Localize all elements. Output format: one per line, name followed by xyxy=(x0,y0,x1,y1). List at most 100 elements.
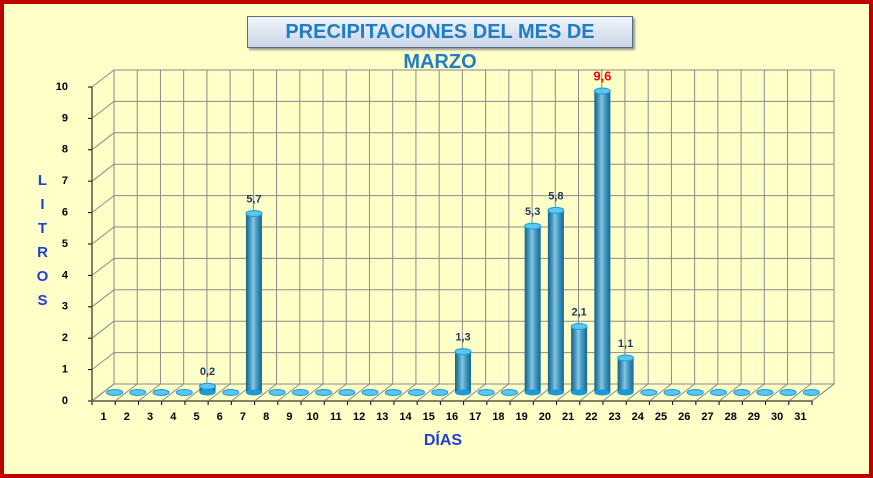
x-tick-label: 25 xyxy=(655,411,667,423)
grid-line xyxy=(91,195,115,213)
bar-top xyxy=(779,389,797,396)
bar-base xyxy=(245,389,262,396)
x-tick-label: 30 xyxy=(771,411,783,423)
x-tick-label: 31 xyxy=(794,411,806,423)
x-tick-label: 24 xyxy=(632,411,645,423)
bar xyxy=(500,389,518,396)
data-label: 0,2 xyxy=(200,366,215,378)
grid-line xyxy=(91,132,115,151)
grid-line xyxy=(91,69,115,88)
bar xyxy=(547,206,565,396)
y-tick-label: 5 xyxy=(62,238,68,250)
grid-line xyxy=(91,289,115,308)
floor-grid xyxy=(463,383,486,402)
bar-top xyxy=(384,389,402,396)
bar xyxy=(477,389,495,396)
bar-top xyxy=(477,389,495,396)
data-label: 9,6 xyxy=(593,68,611,83)
bar xyxy=(593,87,611,396)
x-tick-label: 4 xyxy=(170,411,177,423)
bar xyxy=(686,389,704,396)
bar xyxy=(663,389,681,396)
bar xyxy=(291,389,309,396)
bar-top xyxy=(338,389,356,396)
y-tick-label: 10 xyxy=(56,81,68,93)
floor-grid xyxy=(672,383,695,402)
x-tick-label: 7 xyxy=(240,411,246,423)
bar-shine xyxy=(245,213,262,393)
data-label: 1,3 xyxy=(455,332,470,344)
bar-shine xyxy=(571,326,588,393)
bar xyxy=(640,389,658,396)
floor-grid xyxy=(811,383,835,402)
bar xyxy=(106,389,124,396)
x-tick-label: 5 xyxy=(193,411,199,423)
bar xyxy=(268,389,286,396)
data-label: 5,8 xyxy=(548,190,563,202)
floor-grid xyxy=(788,383,812,402)
floor-grid xyxy=(114,383,138,402)
bar-top xyxy=(408,389,426,396)
bar xyxy=(384,389,402,396)
x-tick-label: 8 xyxy=(263,411,269,423)
grid-line xyxy=(91,383,115,402)
bar-top xyxy=(361,389,379,396)
bar-base xyxy=(571,389,588,396)
x-tick-label: 23 xyxy=(608,411,620,423)
bar xyxy=(570,323,588,396)
x-tick-label: 29 xyxy=(748,411,760,423)
floor-grid xyxy=(277,383,301,402)
bar xyxy=(338,389,356,396)
floor-grid xyxy=(207,383,231,402)
bar-base xyxy=(617,389,634,396)
bar-shine xyxy=(455,351,471,393)
bar-top xyxy=(454,348,472,356)
bar xyxy=(129,389,147,396)
floor-grid xyxy=(254,383,277,402)
data-label: 2,1 xyxy=(571,306,586,318)
floor-grid xyxy=(416,383,440,402)
x-tick-label: 13 xyxy=(376,411,388,423)
bar-base xyxy=(524,389,541,396)
floor-grid xyxy=(161,383,184,402)
y-tick-label: 0 xyxy=(62,395,68,407)
grid-line xyxy=(91,258,115,276)
bar xyxy=(222,389,240,396)
bar-top xyxy=(129,389,147,396)
bar-top xyxy=(431,389,449,396)
bar xyxy=(245,210,263,396)
bar-top xyxy=(315,389,333,396)
bar-top xyxy=(547,206,565,214)
floor-grid xyxy=(742,383,765,402)
x-tick-label: 15 xyxy=(423,411,435,423)
bar-top xyxy=(733,389,751,396)
bar-top xyxy=(268,389,286,396)
bar xyxy=(524,222,542,396)
x-tick-label: 3 xyxy=(147,411,153,423)
bar-top xyxy=(106,389,124,396)
y-tick-label: 4 xyxy=(62,269,69,281)
bar-base xyxy=(199,389,216,396)
bar xyxy=(175,389,193,396)
bar-shine xyxy=(617,357,634,393)
bar xyxy=(454,348,472,396)
bar-top xyxy=(500,389,518,396)
x-tick-label: 14 xyxy=(399,411,412,423)
x-tick-label: 10 xyxy=(307,411,319,423)
x-tick-label: 18 xyxy=(492,411,504,423)
x-tick-label: 20 xyxy=(539,411,551,423)
bar-base xyxy=(547,389,564,396)
x-tick-label: 19 xyxy=(516,411,528,423)
bar xyxy=(709,389,727,396)
bar-shine xyxy=(524,226,541,393)
bar-top xyxy=(291,389,309,396)
bar-top xyxy=(245,210,263,218)
x-tick-label: 16 xyxy=(446,411,458,423)
bar xyxy=(733,389,751,396)
y-tick-label: 9 xyxy=(62,112,68,124)
bar-top xyxy=(802,389,820,396)
y-tick-label: 3 xyxy=(62,301,68,313)
x-tick-label: 11 xyxy=(330,411,342,423)
bar-top xyxy=(686,389,704,396)
